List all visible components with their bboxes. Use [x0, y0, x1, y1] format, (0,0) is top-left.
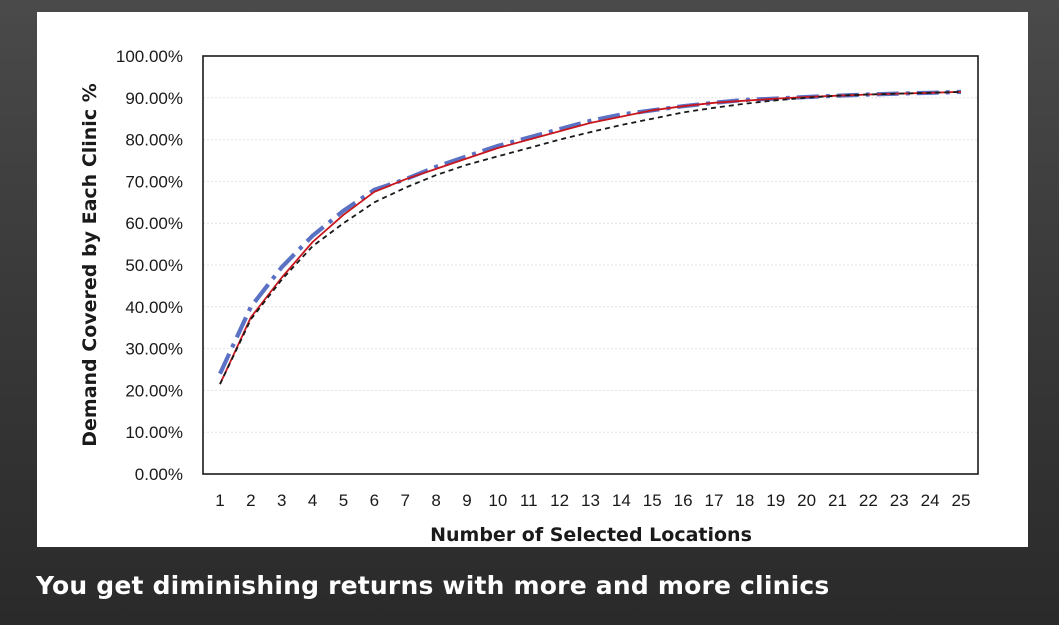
x-tick-label: 16 — [674, 491, 693, 510]
x-axis-label: Number of Selected Locations — [430, 524, 752, 546]
x-tick-label: 11 — [520, 491, 538, 510]
y-axis-label: Demand Covered by Each Clinic % — [79, 83, 101, 447]
x-tick-label: 4 — [308, 491, 317, 510]
line-chart: 0.00% 10.00% 20.00% 30.00% 40.00% 50.00% 60.00… — [79, 47, 979, 546]
x-tick-label: 14 — [612, 491, 631, 510]
x-tick-label: 15 — [643, 491, 662, 510]
x-tick-label: 25 — [952, 491, 971, 510]
y-tick-label: 30.00% — [125, 340, 183, 359]
gridlines — [203, 97, 978, 433]
x-tick-label: 8 — [431, 491, 440, 510]
x-tick-label: 5 — [339, 491, 348, 510]
x-tick-label: 3 — [277, 491, 286, 510]
x-tick-label: 7 — [401, 491, 410, 510]
y-tick-label: 40.00% — [125, 298, 183, 317]
x-tick-label: 1 — [215, 491, 224, 510]
x-tick-label: 17 — [705, 491, 724, 510]
y-tick-label: 100.00% — [116, 47, 183, 66]
series-line-solid — [219, 91, 962, 385]
x-tick-label: 13 — [581, 491, 600, 510]
x-tick-label: 6 — [370, 491, 379, 510]
y-tick-label: 60.00% — [125, 214, 183, 233]
x-tick-label: 2 — [246, 491, 255, 510]
x-tick-label: 10 — [488, 491, 507, 510]
y-tick-label: 20.00% — [125, 381, 183, 400]
x-tick-label: 20 — [797, 491, 816, 510]
series-lines — [218, 89, 962, 385]
y-tick-label: 70.00% — [125, 172, 183, 191]
y-tick-label: 0.00% — [135, 465, 183, 484]
x-axis-ticks: 1 2 3 4 5 6 7 8 9 10 11 12 13 14 15 16 17 18 19 20 21 22 23 24 2… — [215, 491, 970, 510]
x-tick-label: 24 — [921, 491, 940, 510]
x-tick-label: 9 — [462, 491, 471, 510]
y-tick-label: 80.00% — [125, 131, 183, 150]
y-axis-ticks: 0.00% 10.00% 20.00% 30.00% 40.00% 50.00% 60.00… — [116, 47, 183, 484]
y-tick-label: 90.00% — [125, 89, 183, 108]
x-tick-label: 19 — [766, 491, 785, 510]
slide-caption: You get diminishing returns with more an… — [36, 571, 830, 600]
x-tick-label: 21 — [828, 491, 847, 510]
series-line-dashed — [219, 91, 962, 385]
y-tick-label: 10.00% — [125, 423, 183, 442]
plot-area-frame — [202, 55, 979, 475]
x-tick-label: 12 — [550, 491, 569, 510]
y-tick-label: 50.00% — [125, 256, 183, 275]
x-tick-label: 23 — [890, 491, 909, 510]
x-tick-label: 18 — [735, 491, 754, 510]
chart-panel: 0.00% 10.00% 20.00% 30.00% 40.00% 50.00% 60.00… — [37, 12, 1028, 547]
x-tick-label: 22 — [859, 491, 878, 510]
